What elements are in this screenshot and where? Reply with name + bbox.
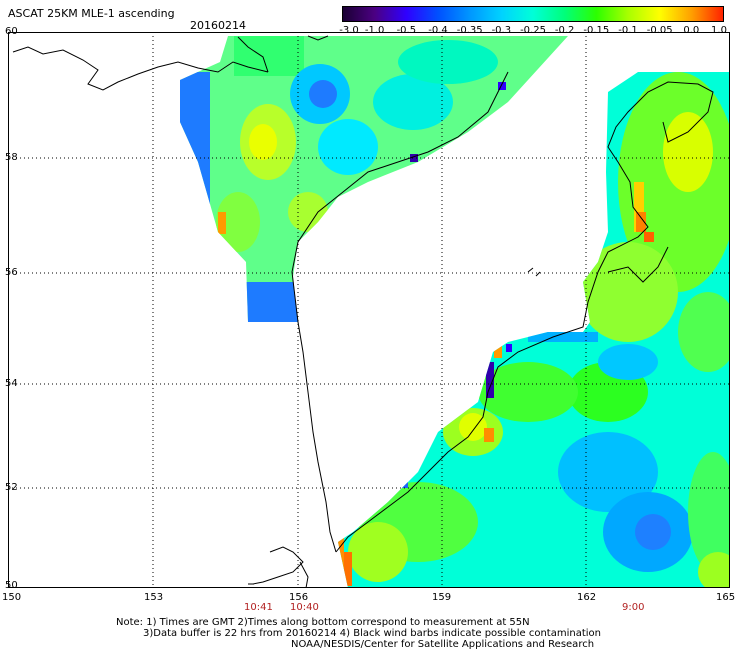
colorbar-label: -0.4 [428,25,448,36]
colorbar-label: -0.35 [456,25,483,36]
colorbar-label: -0.5 [396,25,417,36]
colorbar-label: -0.2 [554,25,575,36]
data-swath-north-west [180,36,568,322]
graticule [8,32,730,588]
plot-frame [8,32,730,588]
note-line-3: NOAA/NESDIS/Center for Satellite Applica… [291,639,595,650]
x-tick-156: 156 [289,592,309,603]
colorbar-gradient [343,7,723,21]
colorbar-label: -1.0 [364,25,385,36]
note-line-1: Note: 1) Times are GMT 2)Times along bot… [116,617,530,628]
colorbar-label: -0.25 [520,25,546,36]
colorbar-label: -0.1 [618,25,638,36]
colorbar-label: 1.0 [711,25,727,36]
colorbar [342,6,724,22]
colorbar-label: -0.15 [583,25,610,36]
y-tick-58: 58 [5,152,18,163]
y-tick-60: 60 [5,26,18,37]
coastline [12,35,714,588]
time-label-2: 10:40 [290,602,319,613]
time-label-1: 10:41 [244,602,273,613]
x-tick-159: 159 [432,592,452,603]
colorbar-label: -3.0 [339,25,359,36]
y-tick-54: 54 [5,378,18,389]
colorbar-fill [343,7,723,21]
x-tick-153: 153 [144,592,164,603]
x-tick-150: 150 [2,592,22,603]
colorbar-label: -0.05 [646,25,673,36]
y-tick-50: 50 [5,580,18,591]
y-tick-52: 52 [5,482,18,493]
note-line-2: 3)Data buffer is 22 hrs from 20160214 4)… [143,628,601,639]
product-date: 20160214 [190,19,246,32]
y-tick-56: 56 [5,267,18,278]
product-title: ASCAT 25KM MLE-1 ascending [8,7,175,20]
wind-map [8,32,730,588]
colorbar-label: -0.3 [491,25,512,36]
x-tick-165: 165 [716,592,736,603]
colorbar-label: 0.0 [683,25,700,36]
x-tick-162: 162 [577,592,597,603]
time-label-3: 9:00 [622,602,645,613]
